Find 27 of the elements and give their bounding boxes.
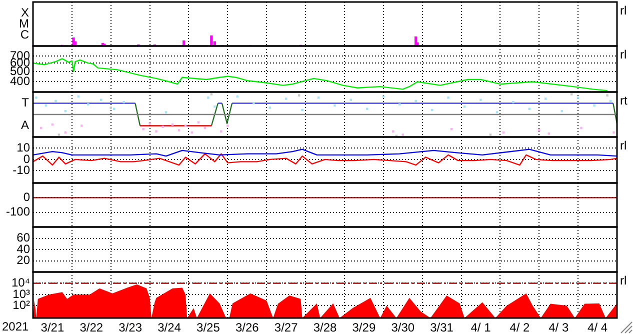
y-tick-label: 20 <box>16 253 30 268</box>
x-tick-label: 4/ 2 <box>510 320 530 334</box>
y-tick-label: -100 <box>6 204 30 219</box>
text: rl <box>620 3 627 18</box>
x-tick-label: 3/25 <box>196 320 220 334</box>
x-tick-label: 3/26 <box>235 320 260 334</box>
x-tick-label: 3/29 <box>352 320 376 334</box>
x-tick-label: 4/ 4 <box>588 320 608 334</box>
x-tick-label: 4/ 3 <box>548 320 569 334</box>
text: A <box>20 118 29 132</box>
x-tick-label: 3/22 <box>80 320 104 334</box>
x-tick-label: 3/24 <box>158 320 182 334</box>
text: rl <box>620 47 627 62</box>
x-tick-label: 3/27 <box>274 320 298 334</box>
x-tick-label: 3/21 <box>40 320 64 334</box>
text: rt <box>620 93 628 108</box>
x-tick-label: 3/28 <box>313 320 337 334</box>
x-tick-label: 3/30 <box>391 320 415 334</box>
x-tick-label: 3/23 <box>118 320 142 334</box>
y-tick-label: 0 <box>23 190 30 204</box>
text: rl <box>620 273 627 288</box>
text: T <box>22 96 30 110</box>
x-tick-label: 3/31 <box>430 320 454 334</box>
x-tick-label: 4/ 1 <box>470 320 492 334</box>
x-axis-title: 2021 <box>2 319 30 334</box>
y-tick-label: 400 <box>10 74 30 88</box>
text: rl <box>620 138 627 152</box>
